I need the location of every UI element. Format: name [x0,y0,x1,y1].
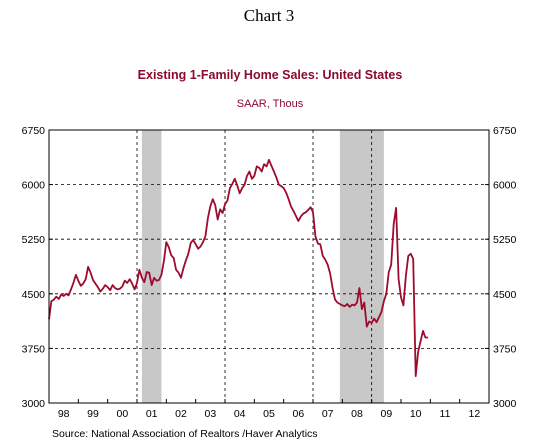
chart-subtitle: SAAR, Thous [237,98,304,110]
xtick-label: 00 [116,408,128,420]
series-layer [48,158,428,378]
xtick-label: 01 [146,408,158,420]
left-ytick-label: 6000 [22,180,46,192]
recession-bands [141,130,384,403]
left-ytick-label: 4500 [22,289,46,301]
chart-source: Source: National Association of Realtors… [52,428,318,440]
recession-band-1 [141,130,162,403]
plot-frame [48,129,490,404]
right-ytick-label: 3750 [493,343,517,355]
right-ytick-label: 3000 [493,398,517,410]
xtick-label: 11 [440,408,451,420]
xtick-label: 06 [292,408,304,420]
axes: 3000 3000 3750 3750 4500 4500 5250 5250 6000 6000… [22,125,517,420]
right-ytick-label: 6750 [493,125,517,137]
xtick-label: 03 [204,408,216,420]
xtick-label: 07 [322,408,334,420]
xtick-label: 98 [58,408,70,420]
xtick-label: 05 [263,408,275,420]
chart-title: Existing 1-Family Home Sales: United Sta… [138,68,403,82]
xtick-label: 09 [380,408,392,420]
page-heading: Chart 3 [244,6,295,25]
left-ytick-label: 3750 [22,343,46,355]
right-ytick-label: 4500 [493,289,517,301]
xtick-label: 02 [175,408,187,420]
left-ytick-label: 5250 [22,234,46,246]
xtick-label: 99 [87,408,99,420]
recession-band-2 [339,130,384,403]
series-line-1 [48,158,428,378]
xtick-label: 08 [351,408,363,420]
left-ytick-label: 3000 [22,398,46,410]
right-ytick-label: 5250 [493,234,517,246]
gridlines [49,130,489,403]
left-ytick-label: 6750 [22,125,46,137]
xtick-label: 04 [234,408,246,420]
xtick-label: 10 [410,408,422,420]
xtick-label: 12 [468,408,480,420]
right-ytick-label: 6000 [493,180,517,192]
